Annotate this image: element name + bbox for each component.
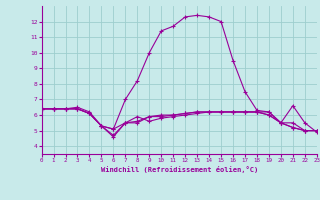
X-axis label: Windchill (Refroidissement éolien,°C): Windchill (Refroidissement éolien,°C) <box>100 166 258 173</box>
